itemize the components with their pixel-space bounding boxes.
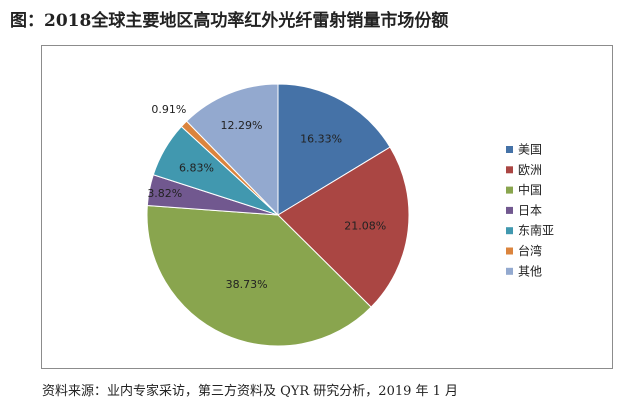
pie-slice [277,83,391,216]
source-note: 资料来源：业内专家采访，第三方资料及 QYR 研究分析，2019 年 1 月 [42,384,459,399]
pie-slice [185,83,279,217]
legend-swatch [506,227,513,235]
legend-swatch [506,267,513,275]
legend-swatch [506,186,513,194]
data-label: 12.29% [221,119,263,132]
legend-swatch [506,206,513,214]
pie-slice [146,205,372,347]
legend-swatch [506,146,513,153]
data-label: 16.33% [300,133,342,146]
legend-swatch [506,247,513,255]
data-label: 3.82% [147,187,182,200]
legend-label: 日本 [518,203,542,217]
pie-slice [277,146,410,308]
data-label: 0.91% [151,103,186,116]
legend-label: 东南亚 [518,223,554,238]
data-label: 6.83% [179,162,214,175]
page-title: 图：2018全球主要地区高功率红外光纤雷射销量市场份额 [10,11,449,31]
data-label: 38.73% [226,278,268,291]
legend-label: 中国 [518,182,542,197]
legend-label: 美国 [518,143,542,157]
legend-label: 欧洲 [518,163,542,177]
legend-label: 其他 [518,264,542,278]
legend-swatch [506,166,513,174]
data-label: 21.08% [344,219,386,232]
legend-label: 台湾 [518,243,542,258]
